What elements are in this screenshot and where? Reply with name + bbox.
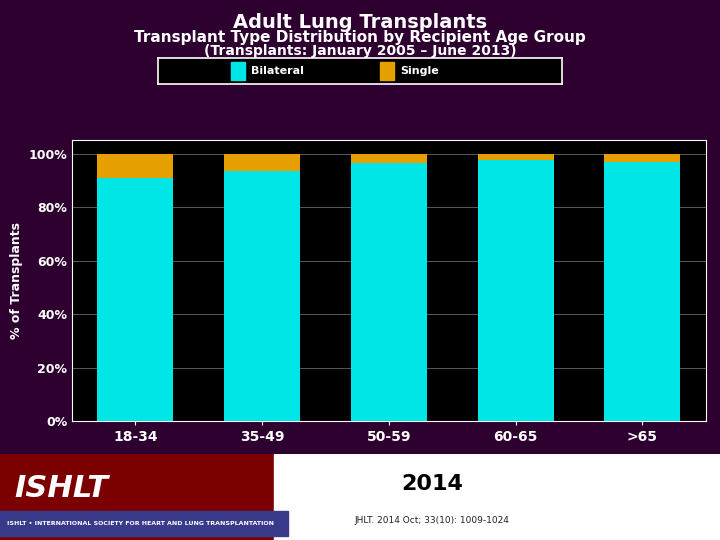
Bar xyxy=(604,162,680,421)
Bar xyxy=(477,160,554,421)
Bar xyxy=(97,154,174,178)
Y-axis label: % of Transplants: % of Transplants xyxy=(10,222,23,339)
Text: ISHLT • INTERNATIONAL SOCIETY FOR HEART AND LUNG TRANSPLANTATION: ISHLT • INTERNATIONAL SOCIETY FOR HEART … xyxy=(7,521,274,526)
Text: JHLT. 2014 Oct; 33(10): 1009-1024: JHLT. 2014 Oct; 33(10): 1009-1024 xyxy=(354,516,510,525)
Bar xyxy=(224,154,300,171)
Bar xyxy=(224,171,300,421)
Bar xyxy=(351,163,427,421)
Text: Single: Single xyxy=(400,66,439,76)
Bar xyxy=(274,454,720,540)
Text: Adult Lung Transplants: Adult Lung Transplants xyxy=(233,14,487,32)
Bar xyxy=(380,62,395,80)
Text: (Transplants: January 2005 – June 2013): (Transplants: January 2005 – June 2013) xyxy=(204,44,516,58)
Text: Bilateral: Bilateral xyxy=(251,66,304,76)
Bar xyxy=(0,511,288,536)
Text: ISHLT: ISHLT xyxy=(14,474,109,503)
Bar xyxy=(351,154,427,163)
Bar xyxy=(477,154,554,160)
Bar xyxy=(97,178,174,421)
Bar xyxy=(231,62,245,80)
Text: Transplant Type Distribution by Recipient Age Group: Transplant Type Distribution by Recipien… xyxy=(134,30,586,45)
Bar xyxy=(604,154,680,162)
Text: 2014: 2014 xyxy=(401,474,463,494)
